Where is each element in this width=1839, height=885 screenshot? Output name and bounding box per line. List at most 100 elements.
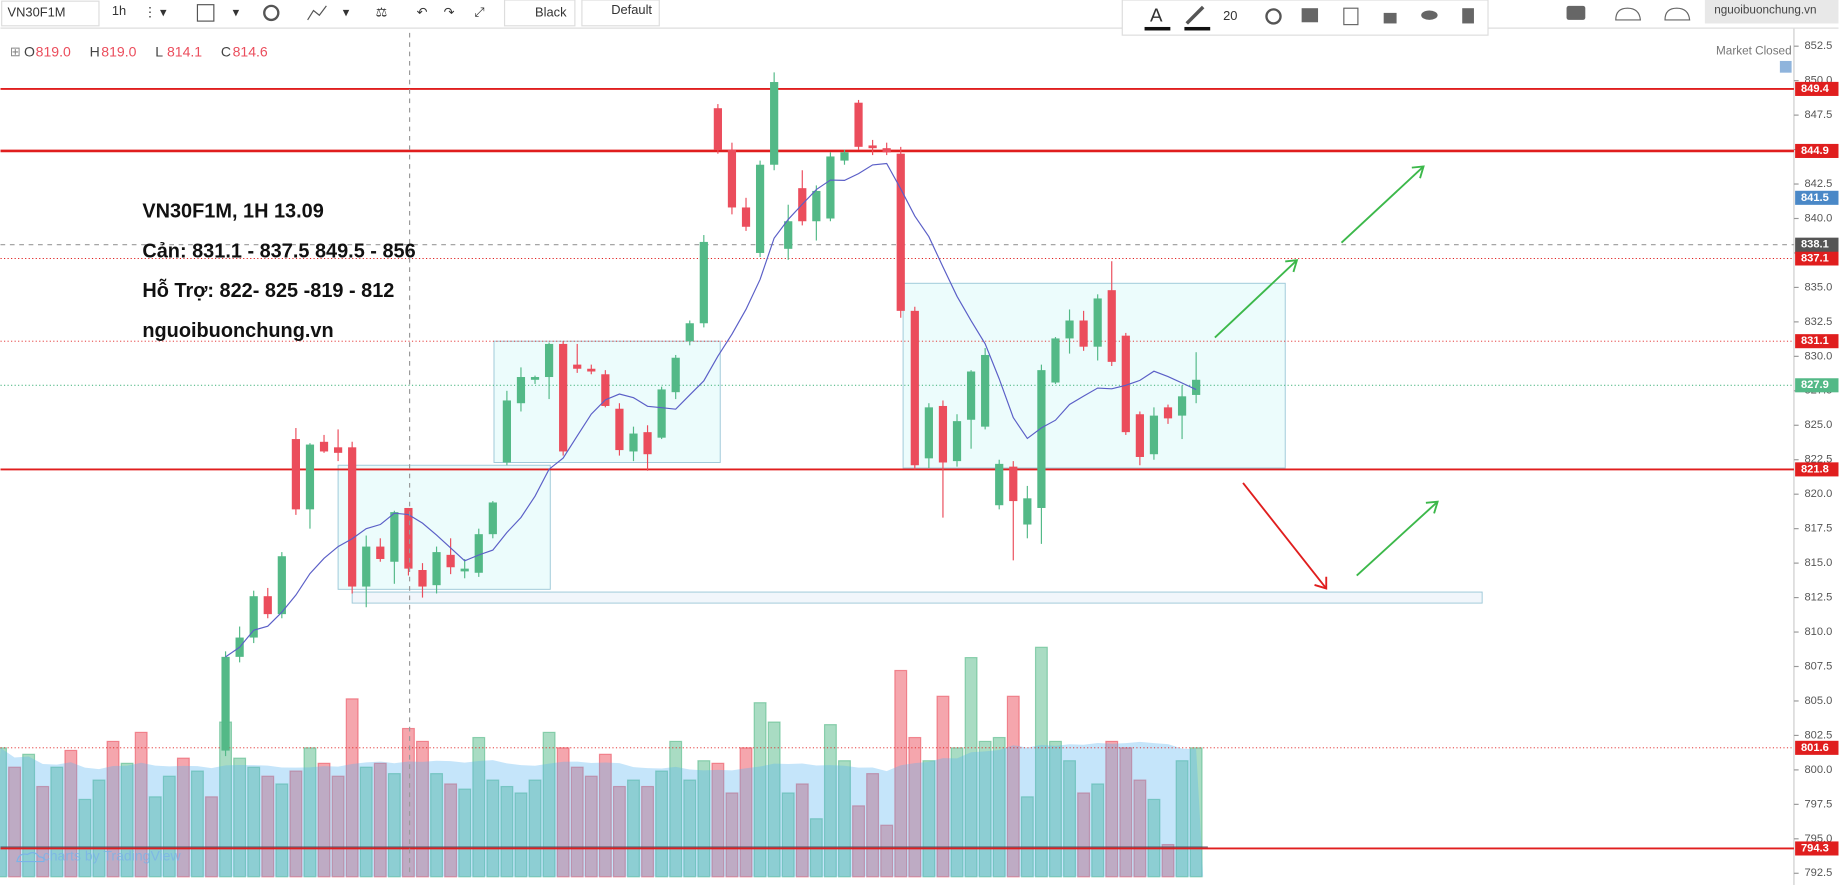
ohlc-value: 819.0 xyxy=(101,43,136,59)
dropdown[interactable]: ▾ xyxy=(233,4,240,19)
candle-body xyxy=(713,108,722,150)
volume-bar xyxy=(444,783,458,878)
candle-body xyxy=(601,374,610,406)
menu[interactable]: ⋮ ▾ xyxy=(144,4,167,19)
theme[interactable]: Black xyxy=(535,4,567,19)
volume-bar xyxy=(1049,740,1062,878)
symbol[interactable]: VN30F1M xyxy=(8,4,66,19)
site-box[interactable] xyxy=(1704,0,1839,24)
chart-type[interactable] xyxy=(196,4,215,22)
volume-bar xyxy=(1105,740,1119,878)
volume-bar xyxy=(669,740,683,878)
ohlc-key: H xyxy=(90,43,100,59)
candle-body xyxy=(1037,370,1046,508)
visibility[interactable] xyxy=(1301,8,1319,23)
interval[interactable]: 1h xyxy=(112,3,126,18)
volume-bar xyxy=(1161,843,1175,878)
candle-body xyxy=(770,82,779,165)
volume-bar xyxy=(120,762,134,878)
font-size[interactable]: 20 xyxy=(1223,8,1237,23)
candle-body xyxy=(418,570,427,587)
y-tick-label: 815.0 xyxy=(1805,557,1833,569)
info-icon[interactable] xyxy=(1779,60,1792,73)
settings[interactable] xyxy=(263,4,280,22)
volume-bar xyxy=(345,698,359,878)
site[interactable]: nguoibuonchung.vn xyxy=(1714,4,1816,17)
delete[interactable] xyxy=(1462,8,1474,24)
candle-body xyxy=(221,656,230,751)
toolbar: VN30F1M 1h ⋮ ▾ ▾ ▾ ⚖ ↶ ↷ ⤢ Black Default… xyxy=(0,0,1839,36)
save[interactable] xyxy=(1664,7,1691,21)
ohlc-value: 814.1 xyxy=(167,43,202,59)
volume-bar xyxy=(725,792,739,878)
indicators[interactable] xyxy=(307,5,327,21)
volume-bar xyxy=(106,740,120,878)
volume-bar xyxy=(655,770,669,878)
pen[interactable] xyxy=(1185,5,1205,25)
load[interactable] xyxy=(1615,7,1642,21)
pen-swatch xyxy=(1184,26,1211,31)
eye[interactable] xyxy=(1421,10,1438,20)
template-button[interactable] xyxy=(581,0,660,27)
volume-bar xyxy=(598,753,612,878)
volume-bar xyxy=(317,762,331,878)
volume-bar xyxy=(1133,779,1147,878)
zone-box xyxy=(337,464,551,590)
volume-bar xyxy=(641,785,655,878)
y-tick-label: 840.0 xyxy=(1805,212,1833,224)
volume-bar xyxy=(190,770,204,878)
volume-bar xyxy=(1175,760,1189,878)
price-label: 794.3 xyxy=(1801,842,1829,854)
compare[interactable]: ⚖ xyxy=(376,4,388,19)
drawing-settings[interactable] xyxy=(1265,8,1282,25)
lock[interactable] xyxy=(1383,12,1397,24)
text-color[interactable]: A xyxy=(1150,4,1163,25)
y-tick-label: 847.5 xyxy=(1805,109,1833,121)
arrow-head xyxy=(1314,576,1328,590)
volume-bar xyxy=(430,773,444,878)
undo[interactable]: ↶ xyxy=(417,4,428,19)
y-tick-label: 802.5 xyxy=(1805,729,1833,741)
y-tick-label: 835.0 xyxy=(1805,281,1833,293)
volume-bar xyxy=(880,824,894,878)
volume-bar xyxy=(514,792,528,878)
snapshot[interactable] xyxy=(1566,5,1586,20)
candle-body xyxy=(854,102,863,147)
template[interactable]: Default xyxy=(611,2,652,17)
annotation-line: VN30F1M, 1H 13.09 xyxy=(142,200,323,222)
volume-bar xyxy=(205,796,218,878)
clone[interactable] xyxy=(1343,7,1359,26)
symbol-input[interactable] xyxy=(1,0,100,27)
dropdown[interactable]: ▾ xyxy=(343,4,350,19)
volume-bar xyxy=(612,785,626,878)
volume-bar xyxy=(1020,796,1034,878)
redo[interactable]: ↷ xyxy=(444,4,455,19)
candle-body xyxy=(755,164,765,253)
price-label: 801.6 xyxy=(1801,742,1829,754)
volume-bar xyxy=(584,775,598,878)
theme-button[interactable] xyxy=(503,0,576,27)
candle-body xyxy=(432,552,441,586)
volume-bar xyxy=(528,779,542,878)
price-label: 841.5 xyxy=(1801,192,1829,204)
candle-body xyxy=(1023,498,1032,525)
volume-bar xyxy=(387,773,401,878)
volume-bar xyxy=(866,773,880,878)
price-label: 821.8 xyxy=(1801,463,1829,475)
candle-body xyxy=(938,405,948,463)
candle-body xyxy=(910,310,919,466)
volume-bar xyxy=(697,760,711,878)
ohlc-key: L xyxy=(155,43,163,59)
volume-bar xyxy=(1006,695,1020,878)
volume-bar xyxy=(78,798,92,878)
fullscreen[interactable]: ⤢ xyxy=(474,4,484,19)
legend-toggle[interactable]: ⊞ xyxy=(10,44,21,59)
volume-bar xyxy=(767,721,781,878)
price-label-bg xyxy=(1795,378,1839,393)
text-color-swatch xyxy=(1144,26,1171,31)
price-label: 844.9 xyxy=(1801,145,1829,157)
volume-bar xyxy=(838,760,851,878)
candle-body xyxy=(1065,320,1074,339)
volume-bar xyxy=(458,788,472,878)
candle-body xyxy=(474,534,483,573)
